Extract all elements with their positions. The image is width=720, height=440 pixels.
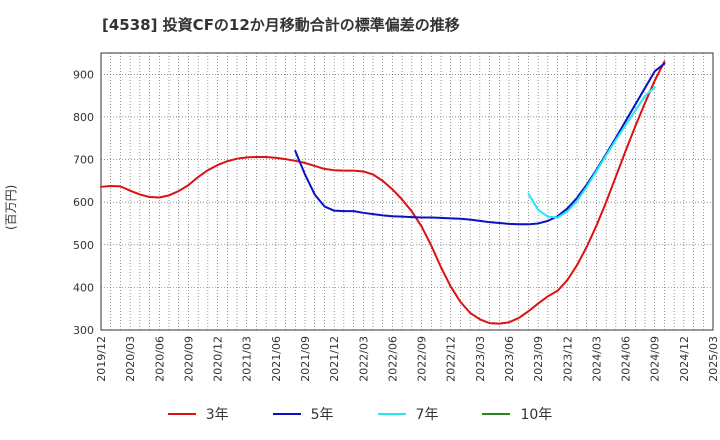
x-tick-label: 2022/03 [357,336,370,382]
x-tick-label: 2024/12 [678,336,691,382]
y-tick-label: 500 [73,239,94,252]
series-line-1 [100,60,666,325]
x-tick-label: 2021/09 [299,336,312,382]
legend-item-3: 7年 [377,402,439,426]
x-tick-label: 2024/03 [590,336,603,382]
legend-item-4: 10年 [482,402,552,426]
legend-swatch [272,413,301,415]
legend-item-2: 5年 [272,402,334,426]
x-tick-label: 2024/06 [620,336,633,382]
x-tick-label: 2023/09 [532,336,545,382]
y-tick-label: 900 [73,68,94,81]
y-tick-label: 400 [73,281,94,294]
x-tick-label: 2021/12 [328,336,341,382]
legend-label: 10年 [520,407,553,423]
plot-area [101,53,713,330]
x-tick-label: 2021/03 [241,336,254,382]
legend-swatch [377,413,406,415]
legend-swatch [167,413,196,415]
x-tick-label: 2023/12 [561,336,574,382]
plot-frame [100,52,714,331]
y-tick-label: 600 [73,196,94,209]
x-tick-label: 2022/06 [386,336,399,382]
x-tick-label: 2020/03 [124,336,137,382]
y-tick-label: 300 [73,324,94,337]
x-tick-label: 2024/09 [649,336,662,382]
legend-swatch [482,413,511,415]
legend-label: 7年 [415,407,439,423]
legend-item-1: 3年 [167,402,229,426]
x-tick-label: 2022/12 [445,336,458,382]
chart-legend: 3年 5年 7年 10年 [0,402,720,426]
x-tick-label: 2022/09 [416,336,429,382]
x-tick-label: 2020/09 [182,336,195,382]
x-tick-label: 2019/12 [95,336,108,382]
legend-label: 5年 [310,407,334,423]
chart-title: [4538] 投資CFの12か月移動合計の標準偏差の推移 [102,16,460,34]
legend-label: 3年 [205,407,229,423]
x-tick-label: 2025/03 [707,336,720,382]
x-tick-label: 2023/03 [474,336,487,382]
x-tick-label: 2020/12 [212,336,225,382]
x-tick-label: 2021/06 [270,336,283,382]
x-tick-label: 2020/06 [153,336,166,382]
y-tick-label: 700 [73,154,94,167]
x-tick-label: 2023/06 [503,336,516,382]
series-line-3 [527,86,656,219]
y-tick-label: 800 [73,111,94,124]
